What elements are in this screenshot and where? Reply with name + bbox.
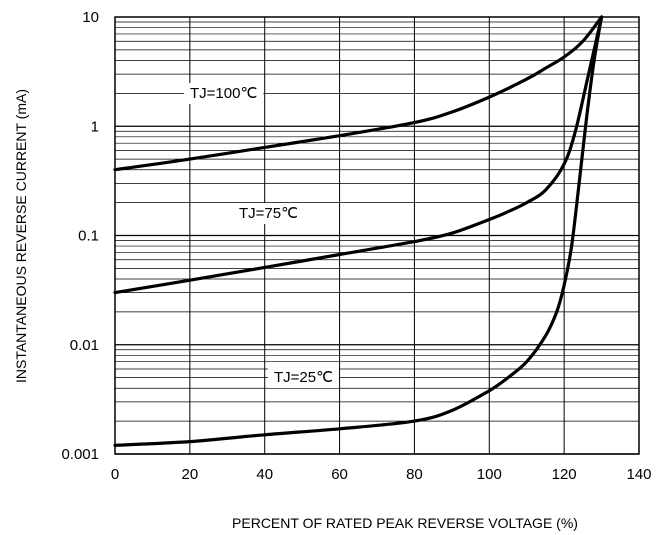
series-label-25: TJ=25℃ <box>274 369 333 386</box>
x-tick-label: 80 <box>406 466 423 483</box>
y-tick-label: 0.1 <box>78 228 99 245</box>
x-tick-label: 40 <box>256 466 273 483</box>
series-line-100 <box>113 15 604 172</box>
x-tick-label: 60 <box>331 466 348 483</box>
series-label-bg <box>268 367 339 388</box>
grid <box>114 17 640 455</box>
series-label-bg <box>233 203 304 224</box>
x-tick-label: 100 <box>477 466 502 483</box>
x-axis-title: PERCENT OF RATED PEAK REVERSE VOLTAGE (%… <box>232 515 578 531</box>
series-lines <box>113 15 604 447</box>
plot-frame <box>114 16 640 455</box>
y-tick-label: 0.01 <box>70 337 99 354</box>
x-tick-label: 140 <box>626 466 651 483</box>
series-label-100: TJ=100℃ <box>190 85 257 102</box>
series-labels: TJ=100℃ TJ=75℃ TJ=25℃ <box>184 83 339 388</box>
y-tick-label: 10 <box>82 9 99 26</box>
x-tick-label: 120 <box>552 466 577 483</box>
x-tick-label: 0 <box>111 466 119 483</box>
series-label-75: TJ=75℃ <box>239 205 298 222</box>
y-tick-label: 1 <box>91 118 99 135</box>
series-label-bg <box>184 83 264 104</box>
series-line-25 <box>113 15 604 447</box>
x-tick-label: 20 <box>182 466 199 483</box>
series-line-75 <box>113 15 604 295</box>
y-tick-label: 0.001 <box>61 446 99 463</box>
y-axis-title: INSTANTANEOUS REVERSE CURRENT (mA) <box>13 89 29 383</box>
tick-labels: 0 20 40 60 80 100 120 140 0.001 0.01 0.1 1 10 <box>61 9 651 483</box>
